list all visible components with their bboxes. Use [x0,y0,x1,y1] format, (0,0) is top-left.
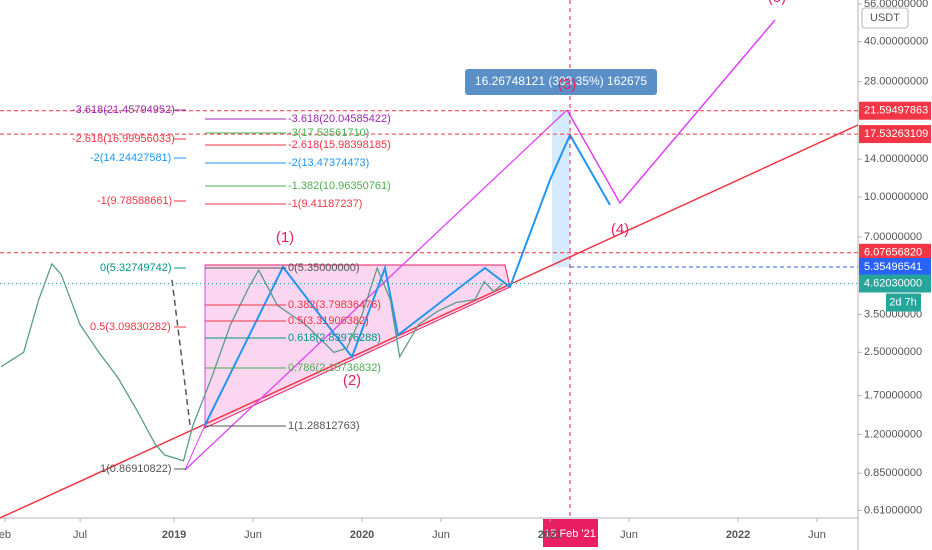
price-label-box [859,101,931,120]
y-tick-label: 0.61000000 [864,504,922,516]
fib-label: -2(14.24427581) [90,152,171,164]
price-label: 17.53263109 [864,128,928,140]
dashed-connector [171,279,191,426]
x-tick-label: 2020 [350,529,374,541]
fib-label: -3.618(20.04585422) [288,113,391,125]
x-tick-label: Jun [432,529,450,541]
measure-box [465,69,657,95]
fib-label: 1(0.86910822) [100,463,172,475]
wave-projection [566,19,776,205]
price-label: 6.07656820 [864,247,922,259]
y-tick-label: 28.00000000 [864,76,928,88]
price-label-box [859,257,931,276]
x-tick-label: eb [0,529,11,541]
wave-label: (4) [611,221,629,238]
y-tick-label: 2.50000000 [864,346,922,358]
date-marker-box [543,519,598,547]
price-label-box [859,125,931,144]
wave-label: (2) [343,372,361,389]
fib-label: 0(5.35000000) [288,262,360,274]
measure-label: 16.26748121 (303.35%) 162675 [475,74,647,88]
y-tick-label: 7.00000000 [864,231,922,243]
fib-label: -3.618(21.45794952) [72,104,175,116]
y-tick-label: 40.00000000 [864,36,928,48]
fib-label: -2.618(16.99956033) [72,133,175,145]
y-tick-label: 56.00000000 [864,0,928,10]
fib-label: -2(13.47374473) [288,157,369,169]
date-marker: 15 Feb '21 [544,528,596,540]
price-label: 5.35496541 [864,261,922,273]
y-tick-label: 1.70000000 [864,389,922,401]
measure-zone [552,110,570,267]
x-tick-label: Jun [620,529,638,541]
price-label: 4.62030000 [864,277,922,289]
price-label: 21.59497863 [864,105,928,117]
x-tick-label: 2021 [538,529,562,541]
wave-label: (3) [558,76,576,93]
price-line [0,262,504,462]
x-tick-label: Jun [244,529,262,541]
x-tick-label: 2022 [726,529,750,541]
fib-label: 0.618(2.83976288) [288,332,381,344]
wave-label: (1) [276,229,294,246]
countdown-box [886,293,921,312]
y-tick-label: 0.85000000 [864,467,922,479]
y-tick-label: 1.20000000 [864,428,922,440]
fib-label: 1(1.28812763) [288,420,360,432]
y-tick-label: 10.00000000 [864,191,928,203]
x-tick-label: Jun [808,529,826,541]
fib-label: -2.618(15.98398185) [288,139,391,151]
wave-label: (5) [768,0,786,6]
countdown: 2d 7h [889,296,917,308]
fib-label: 0.5(3.31906382) [288,315,369,327]
fib-label: -1.382(10.96350761) [288,180,391,192]
fib-label: 0.382(3.79836476) [288,299,381,311]
wave-lines [204,132,611,426]
trend-line [0,124,859,519]
fib-label: 0.786(2.15736832) [288,362,381,374]
fib-label: 0.5(3.09830282) [90,321,171,333]
fib-label: -1(9.41187237) [288,198,362,210]
currency: USDT [870,12,900,24]
fib-label: -3(17.53561710) [288,127,369,139]
x-tick-label: Jul [73,529,87,541]
x-tick-label: 2019 [162,529,186,541]
fib-label: -1(9.78588661) [97,195,172,207]
fib-label: 0(5.32749742) [100,262,172,274]
y-tick-label: 14.00000000 [864,153,928,165]
y-tick-label: 3.50000000 [864,309,922,321]
currency-box [861,7,909,29]
price-label-box [859,274,931,293]
price-label-box [859,243,931,262]
